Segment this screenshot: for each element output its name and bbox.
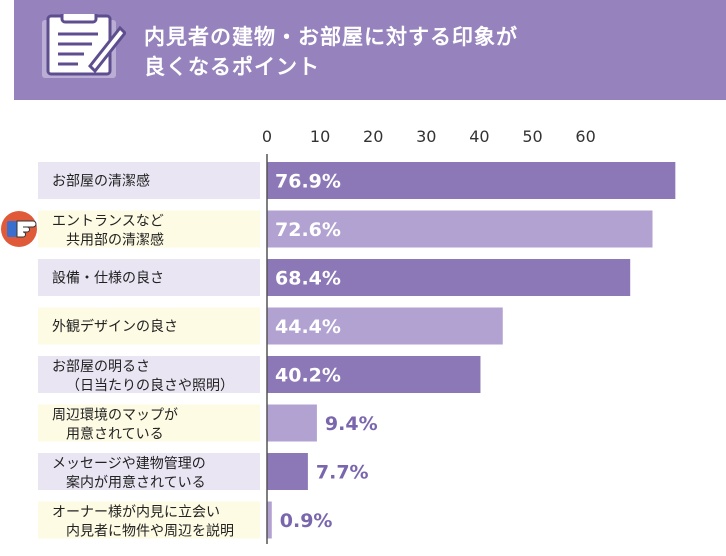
category-label: お部屋の清潔感 — [52, 173, 150, 190]
bar-chart: 0 10 20 30 40 50 60 お部屋の清潔感 76.9% エントランスなど共用部の清潔感… — [1, 127, 676, 544]
data-label: 40.2% — [275, 365, 341, 387]
bar — [267, 307, 503, 345]
category-label-box — [38, 356, 260, 393]
category-label: 用意されている — [66, 426, 164, 443]
category-label: 内見者に物件や周辺を説明 — [66, 524, 234, 540]
category-label: メッセージや建物管理の — [52, 456, 206, 472]
category-label: お部屋の明るさ — [52, 359, 150, 375]
data-label: 7.7% — [316, 462, 369, 484]
x-tick-label: 0 — [262, 127, 272, 146]
bar — [267, 259, 631, 296]
category-label-box — [38, 404, 260, 442]
x-tick-label: 60 — [575, 127, 595, 146]
category-label: 案内が用意されている — [66, 474, 206, 491]
category-label-box — [38, 307, 260, 345]
category-label: 外観デザインの良さ — [52, 318, 178, 335]
category-label: 周辺環境のマップが — [52, 408, 178, 424]
x-tick-label: 30 — [416, 127, 436, 146]
data-label: 9.4% — [325, 413, 378, 435]
chart-title: 内見者の建物・お部屋に対する印象が 良くなるポイント — [144, 22, 518, 82]
header-banner — [14, 0, 726, 100]
title-line-1: 内見者の建物・お部屋に対する印象が — [144, 25, 518, 49]
category-label: エントランスなど — [52, 214, 164, 230]
data-label: 72.6% — [275, 219, 341, 241]
x-tick-label: 40 — [469, 127, 489, 146]
category-label: （日当たりの良さや照明） — [66, 378, 234, 394]
clipboard-check-icon — [42, 14, 126, 78]
bar — [267, 356, 481, 393]
category-label-box — [38, 162, 260, 199]
title-line-2: 良くなるポイント — [144, 55, 320, 79]
bar — [267, 404, 317, 442]
category-label-box — [38, 453, 260, 490]
bar — [267, 162, 676, 199]
category-label: オーナー様が内見に立会い — [52, 505, 220, 521]
bar — [267, 453, 308, 490]
category-label: 共用部の清潔感 — [66, 232, 164, 249]
category-label-box — [38, 210, 260, 248]
category-label-box — [38, 501, 260, 539]
x-tick-label: 50 — [522, 127, 542, 146]
bar — [267, 501, 272, 539]
bar — [267, 210, 653, 248]
pointing-hand-icon — [1, 211, 37, 247]
data-label: 44.4% — [275, 316, 341, 338]
category-label: 設備・仕様の良さ — [52, 271, 164, 287]
x-tick-label: 10 — [310, 127, 330, 146]
data-label: 68.4% — [275, 268, 341, 290]
x-tick-label: 20 — [363, 127, 383, 146]
data-label: 0.9% — [280, 510, 333, 532]
category-label-box — [38, 259, 260, 296]
data-label: 76.9% — [275, 171, 341, 193]
